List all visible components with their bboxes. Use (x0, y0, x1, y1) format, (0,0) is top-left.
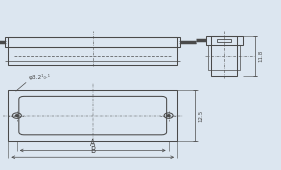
Circle shape (15, 115, 18, 116)
Bar (8, 37, 177, 65)
Text: φ3.2¹₀·¹: φ3.2¹₀·¹ (29, 74, 51, 80)
Bar (217, 39, 231, 42)
Text: 12.5: 12.5 (198, 109, 203, 122)
Bar (211, 36, 237, 76)
Bar (206, 36, 243, 45)
Bar (5, 37, 180, 47)
Text: B: B (90, 146, 95, 155)
Text: A: A (90, 139, 95, 148)
Bar (8, 90, 177, 141)
Bar (208, 45, 241, 70)
Circle shape (167, 115, 170, 116)
Text: 11.8: 11.8 (258, 50, 263, 62)
